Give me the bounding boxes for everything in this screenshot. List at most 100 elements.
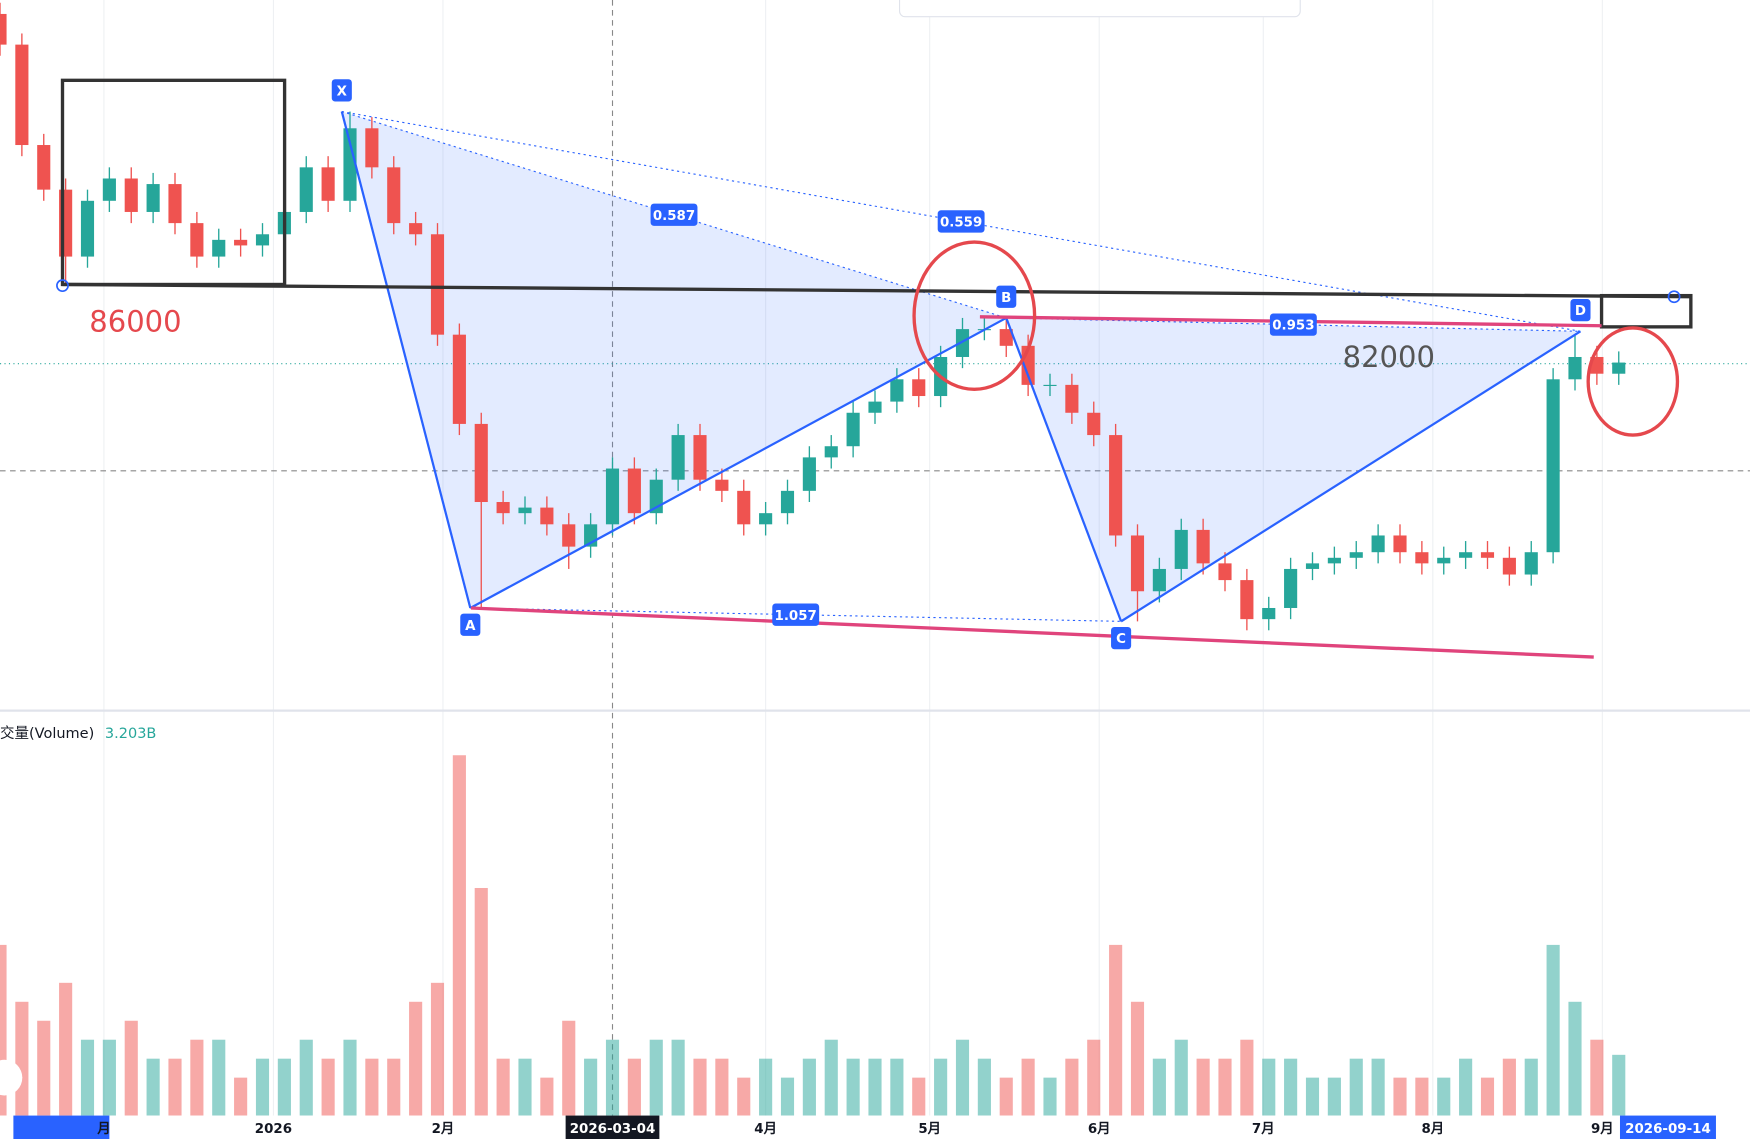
candle-body [1415, 552, 1429, 564]
candle-body [474, 423, 488, 503]
ratio-labels: 0.587 0.559 0.953 1.057 X A B C D [331, 79, 1591, 650]
ratio-label: 0.559 [940, 216, 982, 231]
candle-body [671, 435, 685, 480]
resistance-line [62, 282, 1691, 299]
annotation: 82000 [1343, 340, 1435, 374]
volume-bar [1371, 1058, 1385, 1116]
volume-bar [605, 1039, 620, 1116]
volume-bar [1437, 1077, 1451, 1116]
pattern-triangle [1006, 317, 1581, 622]
volume-bar [671, 1039, 685, 1116]
candle-body [999, 329, 1013, 346]
point-chip [1111, 626, 1132, 650]
candle-body [409, 223, 423, 235]
volume-bar [824, 1039, 838, 1116]
pattern [341, 111, 1581, 622]
volume-bar [474, 887, 488, 1116]
candle-body [15, 44, 29, 146]
time-axis [0, 1115, 1750, 1139]
point-label: X [337, 84, 348, 99]
candle-body [387, 167, 401, 224]
candle-body [1437, 557, 1451, 564]
candle-body [1284, 568, 1298, 608]
annotation: 86000 [89, 305, 181, 339]
candle-body [1546, 379, 1560, 553]
grid [103, 0, 1603, 1116]
volume-bar [59, 982, 73, 1116]
candle-body [1305, 563, 1320, 569]
volume-bar [562, 1020, 576, 1116]
volume-bar [518, 1058, 532, 1116]
pattern-leg [340, 111, 472, 609]
volume-bar [409, 1001, 423, 1116]
toolbar[interactable] [898, 0, 1301, 18]
volume-bar [846, 1058, 860, 1116]
volume-bar [1546, 944, 1560, 1116]
candle-body [102, 178, 116, 201]
candle-body [1087, 412, 1101, 436]
volume-bar [693, 1058, 707, 1116]
candle-body [1371, 535, 1385, 553]
pattern-leg [469, 316, 1007, 609]
volume-bar [1021, 1058, 1035, 1116]
volume-bar [1327, 1077, 1341, 1116]
volume-bar [1087, 1039, 1101, 1116]
candle-body [212, 239, 226, 257]
ratio-chip [772, 603, 820, 626]
volume-bar [999, 1077, 1013, 1116]
volume-bar [1590, 1039, 1604, 1116]
candle-body [1196, 529, 1210, 564]
candle-body [1459, 552, 1473, 558]
candle-body [1065, 384, 1079, 413]
volume-bar [234, 1077, 248, 1116]
ratio-chip [650, 203, 698, 226]
point-chip [996, 285, 1017, 308]
candle-body [146, 184, 160, 212]
volume-bar [365, 1058, 379, 1116]
x-tick-label: 9月 [1591, 1121, 1614, 1137]
volume-bar [146, 1058, 160, 1116]
candle-body [562, 524, 576, 547]
candle-body [496, 502, 510, 514]
volume-bar [584, 1058, 598, 1116]
pattern-triangle [341, 111, 1007, 608]
volume-bar [102, 1039, 116, 1116]
candle-body [824, 446, 838, 458]
candle-body [1240, 580, 1254, 620]
crosshair-date: 2026-03-04 [570, 1122, 656, 1137]
x-tick-label: 月 [96, 1121, 110, 1137]
candles [0, 2, 1626, 631]
last-date-box [1619, 1115, 1716, 1139]
volume-bar [80, 1039, 95, 1116]
volume-bar [1459, 1058, 1473, 1116]
last-date: 2026-09-14 [1625, 1122, 1711, 1137]
candle-body [1612, 362, 1626, 374]
candle-body [37, 145, 51, 190]
volume-bar [277, 1058, 291, 1116]
candle-body [365, 128, 379, 168]
point-chip [331, 79, 352, 102]
candle-body [452, 334, 466, 424]
volume-bar [1524, 1058, 1538, 1116]
volume-bar [1240, 1039, 1254, 1116]
volume-bar [387, 1058, 401, 1116]
volume-bar [124, 1020, 138, 1116]
volume-bar [1349, 1058, 1363, 1116]
volume-bar [496, 1058, 510, 1116]
point-label: A [465, 619, 476, 634]
volume-bar [737, 1077, 751, 1116]
point-label: D [1575, 304, 1586, 319]
candle-body [190, 223, 204, 257]
volume-value: 3.203B [105, 726, 156, 742]
target-box [1599, 293, 1693, 329]
volume-bar [343, 1039, 357, 1116]
candle-body [1502, 557, 1516, 575]
point-label: B [1001, 291, 1011, 306]
volume-bars [0, 755, 1626, 1116]
candle-body [890, 379, 904, 402]
volume-bar [1262, 1058, 1276, 1116]
candle-body [780, 490, 795, 514]
volume-bar [1196, 1058, 1210, 1116]
ratio-label: 0.953 [1272, 319, 1314, 334]
